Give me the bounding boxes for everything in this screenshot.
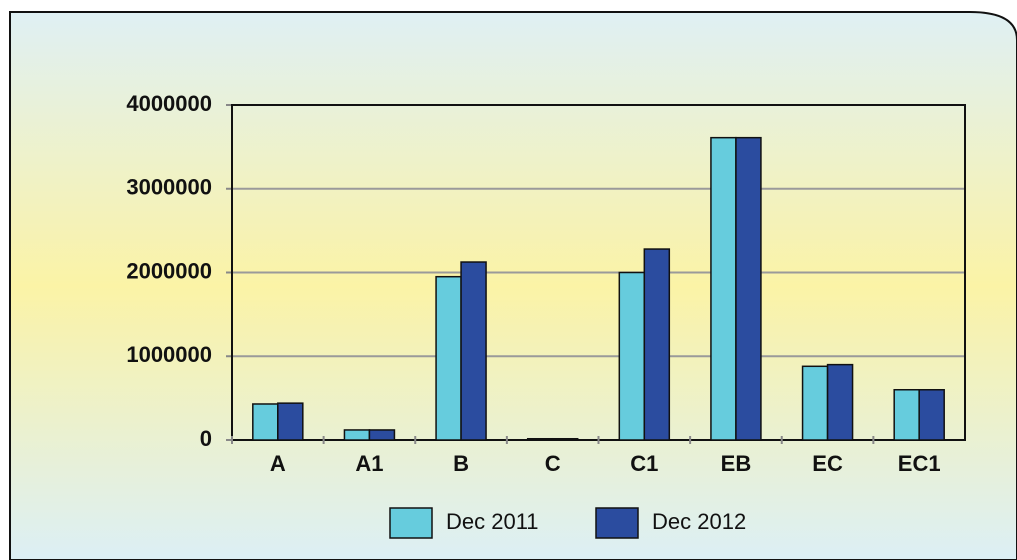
bar xyxy=(435,275,462,441)
y-tick-label: 3000000 xyxy=(126,175,212,200)
bar xyxy=(368,429,396,441)
bar xyxy=(893,389,920,441)
x-tick-label: EB xyxy=(721,451,752,476)
bar xyxy=(551,437,579,441)
bar xyxy=(343,429,371,441)
y-tick-label: 2000000 xyxy=(126,258,212,283)
bar xyxy=(277,402,304,441)
bar xyxy=(735,136,762,441)
legend-label: Dec 2011 xyxy=(446,509,539,534)
legend-swatch xyxy=(389,507,433,539)
legend-label: Dec 2012 xyxy=(652,509,746,534)
plot-area: 0 1000000 2000000 3000000 4000000 A A1 B C C1 EB EC… xyxy=(126,91,966,539)
bar xyxy=(710,136,737,441)
y-tick-label: 4000000 xyxy=(126,91,212,116)
x-tick-label: EC xyxy=(812,451,843,476)
bar xyxy=(252,403,279,441)
bar xyxy=(460,261,487,441)
bar xyxy=(826,363,854,441)
x-tick-label: B xyxy=(453,451,469,476)
x-tick-label: A xyxy=(270,451,286,476)
bar xyxy=(918,389,945,441)
legend-swatch xyxy=(595,507,639,539)
y-tick-label: 1000000 xyxy=(126,342,212,367)
x-tick-label: A1 xyxy=(355,451,383,476)
x-tick-label: C xyxy=(545,451,561,476)
bar xyxy=(801,365,829,441)
bar xyxy=(526,437,554,441)
bar xyxy=(618,271,646,441)
bar xyxy=(643,248,671,441)
x-tick-label: C1 xyxy=(630,451,658,476)
y-tick-label: 0 xyxy=(200,426,212,451)
x-tick-label: EC1 xyxy=(898,451,941,476)
